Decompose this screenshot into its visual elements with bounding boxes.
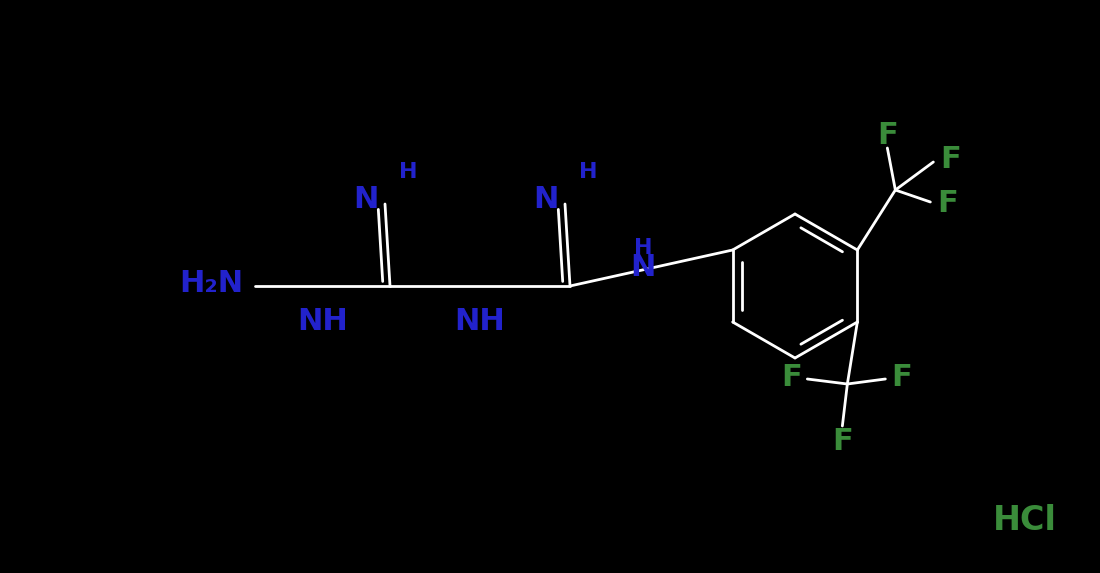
Text: NH: NH bbox=[297, 307, 348, 336]
Text: HCl: HCl bbox=[993, 504, 1057, 537]
Text: F: F bbox=[940, 146, 960, 175]
Text: F: F bbox=[937, 190, 958, 218]
Text: N: N bbox=[534, 186, 559, 214]
Text: F: F bbox=[891, 363, 912, 393]
Text: N: N bbox=[630, 253, 656, 282]
Text: H: H bbox=[399, 162, 418, 182]
Text: H: H bbox=[634, 238, 652, 258]
Text: N: N bbox=[353, 186, 380, 214]
Text: NH: NH bbox=[454, 307, 505, 336]
Text: H₂N: H₂N bbox=[179, 269, 243, 299]
Text: F: F bbox=[781, 363, 802, 393]
Text: F: F bbox=[877, 120, 898, 150]
Text: H: H bbox=[579, 162, 597, 182]
Text: F: F bbox=[832, 427, 852, 457]
